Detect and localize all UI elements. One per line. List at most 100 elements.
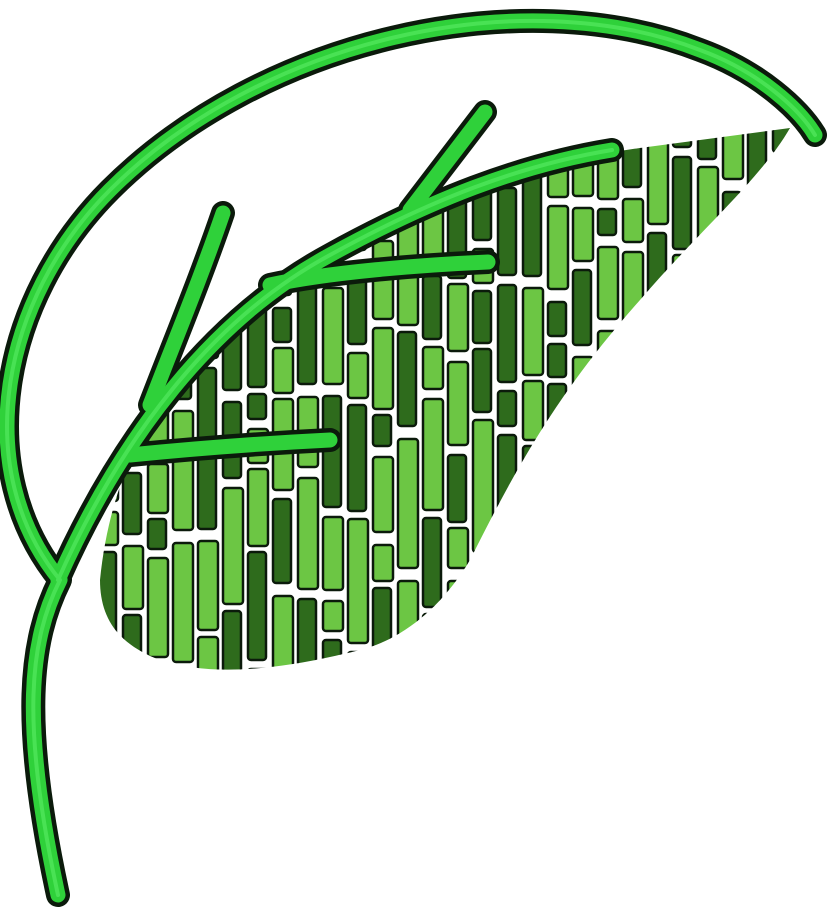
leaf-bar <box>721 190 743 302</box>
leaf-bar <box>521 379 545 442</box>
leaf-bar <box>471 560 493 648</box>
leaf-bar <box>621 128 643 189</box>
leaf-bar <box>521 664 543 670</box>
leaf-bar <box>421 345 445 391</box>
leaf-bar <box>646 552 668 670</box>
leaf-bar <box>571 355 595 395</box>
leaf-bar <box>496 186 518 277</box>
leaf-bar <box>671 311 693 394</box>
leaf-bar <box>296 476 320 591</box>
leaf-bar <box>271 346 295 395</box>
leaf-bar <box>173 673 191 758</box>
leaf-bar <box>346 166 370 217</box>
leaf-bar <box>521 286 545 377</box>
leaf-bar <box>196 366 218 443</box>
leaf-bar <box>296 597 318 670</box>
leaf-bar <box>696 255 720 368</box>
leaf-bar <box>546 342 568 379</box>
leaf-bar <box>771 552 790 608</box>
leaf-bar <box>671 400 693 506</box>
leaf-bar <box>100 252 118 336</box>
leaf-bar <box>396 330 418 428</box>
leaf-bar <box>471 347 493 414</box>
leaf-bar <box>571 640 595 670</box>
leaf-bar <box>146 462 170 515</box>
leaf-bar <box>221 486 245 606</box>
leaf-bar <box>446 282 470 353</box>
leaf-bar <box>696 614 718 670</box>
leaf-bar <box>696 165 720 249</box>
leaf-bar <box>371 455 395 534</box>
leaf-bar <box>396 128 418 150</box>
leaf-bar <box>371 326 395 411</box>
leaf-bar <box>621 470 643 525</box>
leaf-bar <box>371 586 393 657</box>
leaf-bar <box>221 128 243 149</box>
leaf-bar <box>621 350 643 389</box>
leaf-bar <box>721 306 743 412</box>
leaf-bar <box>100 345 118 438</box>
leaf-bar <box>746 128 768 212</box>
leaf-bar <box>100 550 118 652</box>
leaf-bar <box>421 274 443 341</box>
leaf-bar <box>521 546 545 607</box>
leaf-bar <box>196 635 220 670</box>
leaf-bars <box>100 128 790 758</box>
leaf-bar <box>546 300 568 338</box>
leaf-bar <box>121 128 145 152</box>
leaf-bar <box>496 283 518 384</box>
leaf-bar <box>346 351 370 400</box>
leaf-bar <box>671 253 695 309</box>
leaf-bar <box>571 400 595 453</box>
leaf-bar <box>296 128 320 246</box>
leaf-bar <box>646 392 670 516</box>
leaf-bar <box>571 518 595 558</box>
leaf-bar <box>496 518 518 557</box>
leaf-bar <box>746 494 768 549</box>
leaf-bar <box>546 382 568 447</box>
leaf-bar <box>246 392 268 421</box>
leaf-bar <box>421 397 445 512</box>
leaf-outline-strokes <box>0 8 827 907</box>
leaf-bar <box>721 128 745 181</box>
leaf-bar <box>221 609 243 670</box>
leaf-bar <box>596 207 618 237</box>
leaf-bar <box>571 206 595 263</box>
leaf-bar <box>121 544 145 611</box>
leaf-bar <box>571 268 593 347</box>
leaf-bar <box>596 245 620 321</box>
leaf-bar <box>321 638 343 670</box>
leaf-bar <box>346 403 368 513</box>
leaf-bar <box>696 434 720 537</box>
leaf-bar <box>496 559 520 621</box>
leaf-bar <box>246 202 268 270</box>
leaf-bar <box>246 128 268 200</box>
leaf-bar <box>621 534 643 631</box>
leaf-bar <box>696 128 718 161</box>
leaf-bar <box>171 203 195 281</box>
leaf-bar <box>546 451 568 491</box>
leaf-bar <box>571 566 595 602</box>
leaf-bar <box>696 377 718 431</box>
leaf-bar <box>396 437 420 570</box>
leaf-bar <box>746 445 770 490</box>
leaf-bar <box>621 250 645 343</box>
leaf-bar <box>646 518 668 548</box>
leaf-bar <box>771 656 790 670</box>
leaf-bar <box>621 634 645 670</box>
leaf-bar <box>196 452 218 531</box>
leaf-bar <box>371 128 395 192</box>
leaf-bar <box>121 471 143 536</box>
leaf-bar <box>771 613 790 649</box>
leaf-bar <box>746 360 770 440</box>
leaf-bar <box>146 247 168 342</box>
leaf-bar <box>721 540 745 658</box>
leaf-bar <box>771 128 790 154</box>
leaf-bar <box>171 409 195 532</box>
leaf-bar <box>471 289 493 345</box>
leaf-bar <box>446 453 468 524</box>
leaf-bar <box>546 564 570 649</box>
leaf-bar <box>321 599 345 633</box>
leaf-bar <box>246 550 268 662</box>
